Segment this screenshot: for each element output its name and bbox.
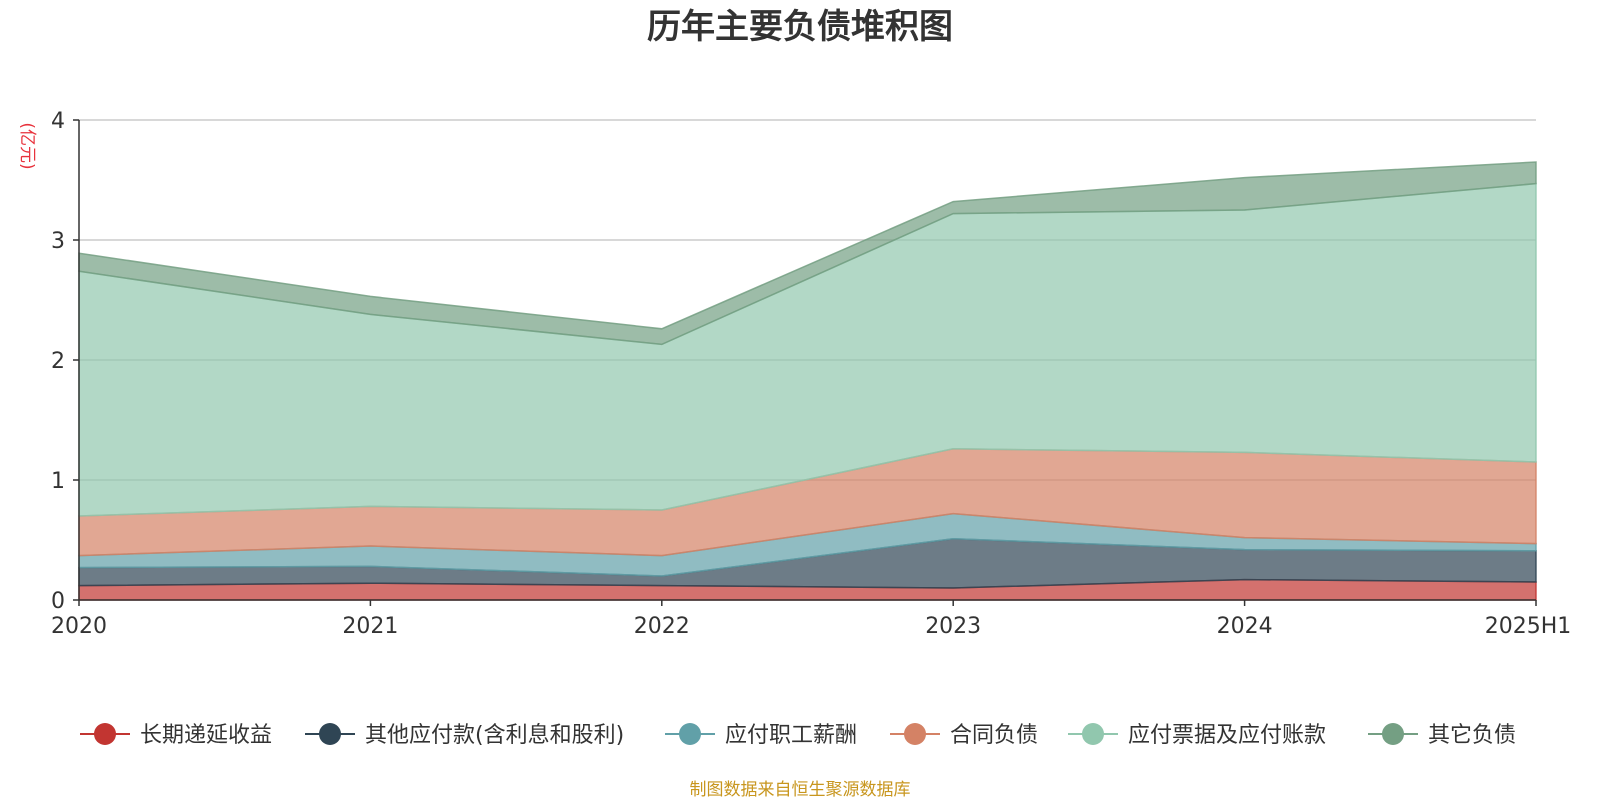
y-tick-label: 4 <box>51 109 65 134</box>
x-tick-label: 2021 <box>342 614 398 639</box>
legend-marker <box>904 723 926 745</box>
y-tick-label: 3 <box>51 229 65 254</box>
x-tick-label: 2023 <box>925 614 981 639</box>
y-tick-label: 2 <box>51 349 65 374</box>
legend-item-5[interactable]: 应付票据及应付账款 <box>1068 723 1326 748</box>
x-tick-label: 2022 <box>634 614 690 639</box>
legend-marker <box>1082 723 1104 745</box>
x-tick-label: 2024 <box>1217 614 1273 639</box>
legend-marker <box>1382 723 1404 745</box>
chart-title: 历年主要负债堆积图 <box>647 7 953 47</box>
legend-label: 其他应付款(含利息和股利) <box>365 723 624 748</box>
legend: 长期递延收益 其他应付款(含利息和股利) 应付职工薪酬 合同负债 应付票据及应付账款 其它… <box>80 723 1516 748</box>
area-series-6 <box>78 161 1537 346</box>
legend-label: 应付职工薪酬 <box>725 723 857 748</box>
source-note: 制图数据来自恒生聚源数据库 <box>690 780 911 800</box>
legend-marker <box>319 723 341 745</box>
legend-marker <box>94 723 116 745</box>
legend-item-2[interactable]: 其他应付款(含利息和股利) <box>305 723 624 748</box>
legend-item-6[interactable]: 其它负债 <box>1368 723 1516 748</box>
axes: 0 1 2 3 4 2020 2021 2022 2023 2024 2025H1 <box>51 109 1571 639</box>
legend-label: 应付票据及应付账款 <box>1128 723 1326 748</box>
legend-label: 其它负债 <box>1428 723 1516 748</box>
legend-label: 合同负债 <box>950 723 1038 748</box>
y-tick-label: 0 <box>51 589 65 614</box>
y-axis-unit-label: (亿元) <box>17 122 37 169</box>
legend-item-3[interactable]: 应付职工薪酬 <box>665 723 857 748</box>
legend-label: 长期递延收益 <box>140 723 272 748</box>
legend-item-4[interactable]: 合同负债 <box>890 723 1038 748</box>
x-tick-label: 2025H1 <box>1485 614 1572 639</box>
x-tick-label: 2020 <box>51 614 107 639</box>
legend-marker <box>679 723 701 745</box>
y-tick-label: 1 <box>51 469 65 494</box>
area-series-group <box>78 161 1537 601</box>
legend-item-1[interactable]: 长期递延收益 <box>80 723 272 748</box>
